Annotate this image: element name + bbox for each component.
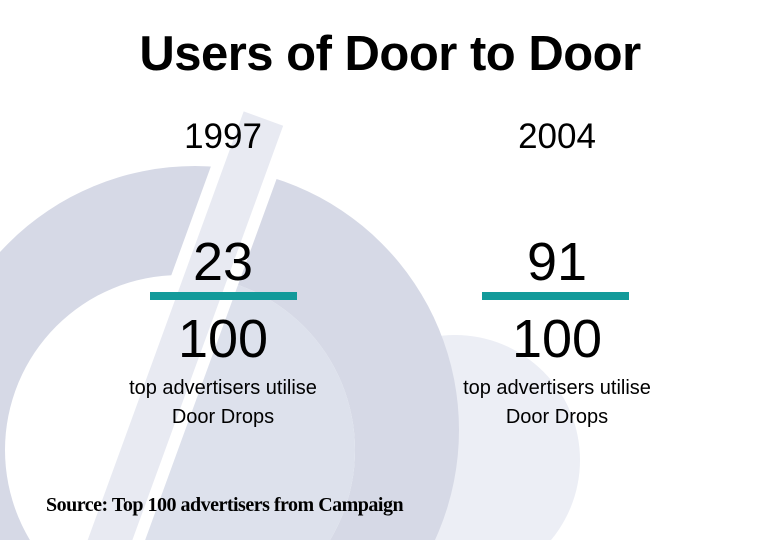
- caption-2004: top advertisers utilise Door Drops: [396, 374, 718, 432]
- source-note: Source: Top 100 advertisers from Campaig…: [46, 494, 404, 516]
- caption-line-1: top advertisers utilise: [129, 377, 317, 399]
- fraction-numerator-2004: 91: [526, 232, 588, 292]
- caption-line-1: top advertisers utilise: [463, 377, 651, 399]
- column-1997: 1997 23 100 top advertisers utilise Door…: [62, 0, 384, 540]
- caption-line-2: Door Drops: [505, 406, 609, 428]
- fraction-bar-2004: [482, 292, 629, 300]
- fraction-bar-1997: [150, 292, 297, 300]
- fraction-denominator-1997: 100: [177, 309, 269, 369]
- year-label-1997: 1997: [184, 117, 262, 156]
- fraction-numerator-1997: 23: [192, 232, 254, 292]
- fraction-denominator-2004: 100: [511, 309, 603, 369]
- slide-title: Users of Door to Door: [139, 27, 641, 81]
- column-2004: 2004 91 100 top advertisers utilise Door…: [396, 0, 718, 540]
- year-label-2004: 2004: [518, 117, 596, 156]
- caption-line-2: Door Drops: [171, 406, 275, 428]
- caption-1997: top advertisers utilise Door Drops: [62, 374, 384, 432]
